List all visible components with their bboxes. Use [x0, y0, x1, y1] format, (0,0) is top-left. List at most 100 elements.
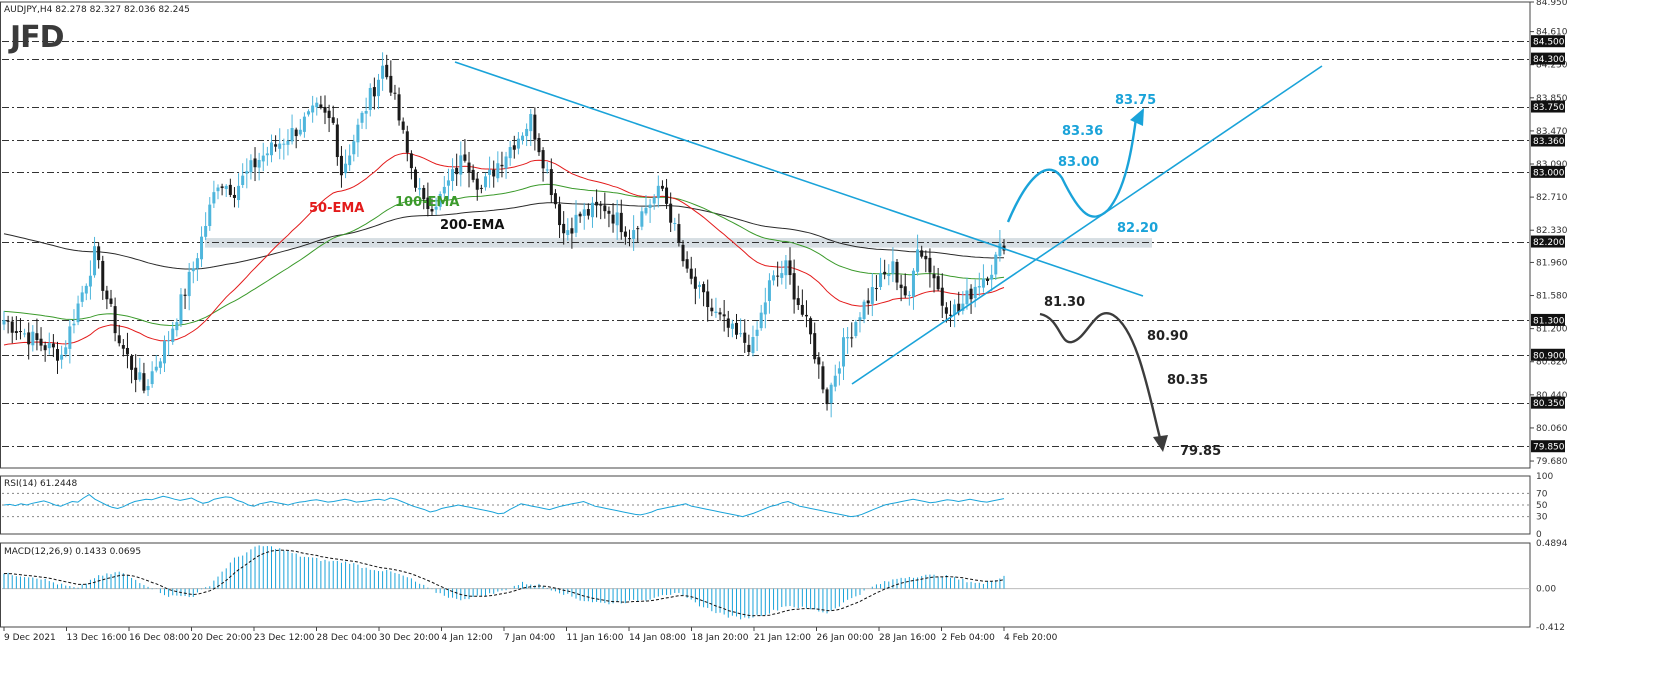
- candle-body: [669, 203, 673, 223]
- candle-body: [714, 311, 718, 313]
- candle-body: [405, 131, 409, 153]
- candle-body: [257, 159, 261, 168]
- candle-body: [792, 273, 796, 300]
- candle-body: [245, 171, 249, 174]
- candle-body: [488, 169, 492, 175]
- candle-body: [418, 188, 422, 190]
- price-level-badge: 83.360: [1531, 134, 1565, 147]
- candle-body: [529, 114, 533, 132]
- candle-body: [6, 320, 10, 322]
- candle-body: [446, 180, 450, 186]
- price-level-badge-label: 84.500: [1533, 38, 1565, 48]
- price-tick-label: 84.230: [1536, 61, 1568, 71]
- candle-body: [339, 155, 343, 176]
- candles: [2, 52, 1006, 418]
- candle-body: [685, 259, 689, 269]
- candle-body: [51, 343, 55, 348]
- scenario-level-label: 83.75: [1115, 93, 1156, 108]
- price-tick-label: 83.470: [1536, 127, 1568, 137]
- candle-body: [97, 246, 101, 261]
- candle-body: [216, 187, 220, 192]
- candle-body: [319, 104, 323, 108]
- candle-body: [455, 168, 459, 175]
- candle-body: [767, 280, 771, 301]
- candle-body: [665, 187, 669, 204]
- candle-body: [537, 137, 541, 153]
- candle-body: [652, 197, 656, 204]
- price-tick-label: 80.060: [1536, 424, 1568, 434]
- candle-body: [628, 238, 632, 240]
- candle-body: [142, 373, 146, 391]
- candle-body: [323, 106, 327, 113]
- candle-body: [870, 287, 874, 304]
- candle-body: [171, 328, 175, 342]
- candle-body: [603, 205, 607, 212]
- price-level-badge: 82.200: [1531, 235, 1565, 248]
- candle-body: [953, 304, 957, 315]
- candle-body: [179, 294, 183, 324]
- candle-body: [549, 169, 553, 196]
- candle-body: [755, 329, 759, 336]
- candle-body: [212, 192, 216, 204]
- candle-body: [311, 105, 315, 113]
- candle-body: [27, 332, 31, 345]
- rsi-line: [3, 493, 1005, 518]
- macd-signal-line: [3, 549, 1005, 617]
- rsi-tick-label: 30: [1536, 513, 1548, 523]
- candle-body: [521, 135, 525, 141]
- candle-body: [401, 121, 405, 130]
- price-tick-label: 82.710: [1536, 193, 1568, 203]
- candle-body: [113, 306, 117, 334]
- candle-body: [249, 160, 253, 173]
- time-tick-label: 7 Jan 04:00: [504, 633, 556, 643]
- candle-body: [154, 366, 158, 371]
- price-tick-label: 79.680: [1536, 457, 1568, 467]
- candle-body: [949, 314, 953, 316]
- candle-body: [381, 65, 385, 79]
- candle-body: [895, 261, 899, 283]
- candle-body: [191, 268, 195, 272]
- candle-body: [352, 141, 356, 155]
- time-tick-label: 13 Dec 16:00: [67, 633, 128, 643]
- candle-body: [512, 145, 516, 150]
- candle-body: [525, 128, 529, 137]
- candle-body: [788, 260, 792, 276]
- candle-body: [615, 212, 619, 226]
- price-tick-label: 81.960: [1536, 258, 1568, 268]
- candle-body: [718, 312, 722, 315]
- candle-body: [800, 304, 804, 315]
- candle-body: [43, 345, 47, 351]
- candle-body: [907, 294, 911, 296]
- candle-body: [109, 298, 113, 304]
- candle-body: [656, 185, 660, 199]
- candle-body: [932, 274, 936, 279]
- candle-body: [780, 273, 784, 278]
- price-level-badge: 80.900: [1531, 348, 1565, 361]
- candle-body: [475, 178, 479, 190]
- time-tick-label: 9 Dec 2021: [4, 633, 56, 643]
- candle-body: [121, 345, 125, 349]
- candle-body: [504, 156, 508, 169]
- macd-tick-label: 0.00: [1536, 585, 1556, 595]
- candle-body: [817, 357, 821, 365]
- candle-body: [187, 271, 191, 297]
- price-level-badge: 83.750: [1531, 100, 1565, 113]
- scenario-level-label: 82.20: [1117, 221, 1158, 236]
- bullish-arrow-head: [1130, 108, 1144, 126]
- price-level-badge: 80.350: [1531, 396, 1565, 409]
- candle-body: [356, 124, 360, 143]
- candle-body: [372, 87, 376, 97]
- candle-body: [47, 342, 51, 349]
- ascending-trendline: [851, 65, 1323, 385]
- candle-body: [253, 158, 257, 168]
- jfd-logo: JFD: [8, 20, 64, 55]
- candle-body: [928, 257, 932, 273]
- candle-body: [138, 372, 142, 380]
- candle-body: [134, 367, 138, 380]
- price-level-badge: 83.000: [1531, 165, 1565, 178]
- candle-body: [730, 323, 734, 329]
- candle-body: [274, 144, 278, 147]
- candle-body: [162, 340, 166, 364]
- candle-body: [607, 210, 611, 214]
- candle-body: [981, 278, 985, 288]
